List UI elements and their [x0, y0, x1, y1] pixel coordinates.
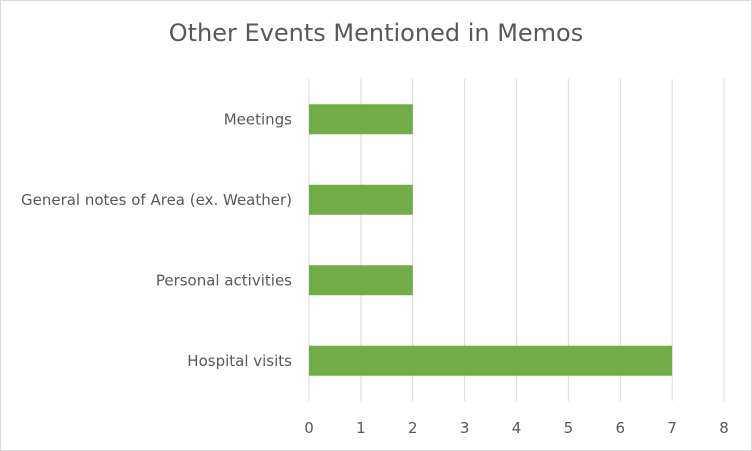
bar	[309, 104, 413, 135]
bar	[309, 345, 673, 376]
category-label: Hospital visits	[187, 352, 292, 370]
x-tick-label: 8	[719, 419, 729, 437]
bar	[309, 265, 413, 296]
category-label: Personal activities	[156, 271, 292, 289]
bar	[309, 184, 413, 215]
x-tick-label: 4	[512, 419, 522, 437]
x-tick-label: 7	[667, 419, 677, 437]
x-tick-label: 5	[564, 419, 574, 437]
chart-title: Other Events Mentioned in Memos	[168, 19, 584, 47]
x-tick-label: 3	[460, 419, 470, 437]
x-tick-label: 2	[408, 419, 418, 437]
category-labels: Meetings General notes of Area (ex. Weath…	[21, 110, 292, 370]
category-label: General notes of Area (ex. Weather)	[21, 191, 292, 209]
x-tick-label: 1	[356, 419, 366, 437]
category-label: Meetings	[224, 110, 292, 128]
x-tick-label: 0	[304, 419, 314, 437]
x-tick-labels: 0 1 2 3 4 5 6 7 8	[304, 419, 729, 437]
bars	[309, 104, 673, 376]
x-tick-label: 6	[615, 419, 625, 437]
